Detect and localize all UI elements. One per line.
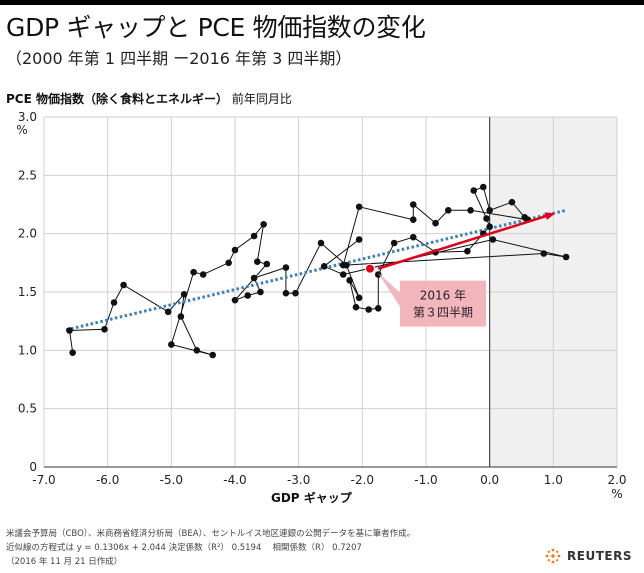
x-tick-label: -6.0 <box>96 473 119 487</box>
x-axis-label: GDP ギャップ <box>271 490 353 505</box>
data-point <box>409 216 417 223</box>
trend-line <box>65 208 567 332</box>
data-point <box>282 264 290 271</box>
data-point <box>374 305 382 312</box>
data-point <box>110 299 118 306</box>
data-point <box>409 233 417 241</box>
data-point <box>467 207 474 214</box>
data-point <box>346 277 353 284</box>
reuters-dots-icon <box>545 548 561 564</box>
series-label-bold: PCE 物価指数（除く食料とエネルギー） <box>6 92 228 106</box>
data-point <box>355 236 363 243</box>
highlight-point <box>364 263 375 274</box>
data-point <box>444 207 452 214</box>
y-tick-label: 2.5 <box>18 168 37 182</box>
annotation-line1: 2016 年 <box>420 289 466 303</box>
data-point <box>199 271 207 278</box>
data-point <box>190 268 197 276</box>
x-tick-label: 0.0 <box>480 473 499 487</box>
data-point <box>562 253 570 261</box>
x-tick-label: -2.0 <box>351 473 374 487</box>
x-tick-label: -1.0 <box>414 473 437 487</box>
data-point <box>540 250 548 257</box>
annotation-callout <box>377 272 486 327</box>
data-point <box>432 219 439 227</box>
data-point <box>464 247 471 255</box>
data-point <box>355 203 363 211</box>
data-point <box>320 263 328 270</box>
x-tick-label: -3.0 <box>287 473 310 487</box>
data-point <box>66 327 73 334</box>
data-point <box>177 313 185 320</box>
data-point <box>101 326 108 333</box>
reuters-logo-text: REUTERS <box>567 549 632 563</box>
trend-arrow <box>377 212 556 270</box>
data-point <box>231 296 239 304</box>
data-point <box>355 294 363 302</box>
data-point <box>374 271 382 278</box>
axes <box>44 117 617 468</box>
data-point <box>250 232 258 240</box>
x-tick-label: -7.0 <box>32 473 55 487</box>
x-tick-label: -4.0 <box>223 473 246 487</box>
data-point <box>409 201 417 208</box>
footer-line-date: （2016 年 11 月 21 日作成） <box>6 557 123 567</box>
data-point <box>164 308 172 316</box>
data-point <box>339 261 347 269</box>
y-tick-label: 0.5 <box>18 402 37 416</box>
data-point <box>480 183 487 191</box>
data-point <box>180 291 188 298</box>
page-subtitle: （2000 年第 1 四半期 ー2016 年第 3 四半期） <box>6 49 352 68</box>
series-label-rest: 前年同月比 <box>231 92 292 106</box>
x-tick-label: 1.0 <box>544 473 563 487</box>
data-point <box>257 288 264 296</box>
data-point <box>193 347 201 354</box>
data-point <box>508 198 516 206</box>
data-point <box>339 271 347 278</box>
data-point <box>390 239 398 247</box>
time-path-line <box>68 186 567 356</box>
data-point <box>365 306 373 313</box>
series-label: PCE 物価指数（除く食料とエネルギー） 前年同月比 <box>6 90 292 107</box>
x-unit-label: % <box>611 487 622 501</box>
y-tick-label: 2.0 <box>18 227 37 241</box>
data-point <box>317 239 325 247</box>
data-point <box>282 289 290 297</box>
data-point <box>244 292 252 299</box>
y-unit-label: % <box>16 123 27 137</box>
data-point <box>225 259 232 267</box>
x-tick-label: -5.0 <box>160 473 183 487</box>
y-tick-label: 0 <box>29 460 37 474</box>
annotation-line2: 第３四半期 <box>413 306 473 320</box>
data-point <box>260 221 267 228</box>
data-point <box>352 303 360 311</box>
data-point <box>486 207 493 214</box>
data-point <box>69 349 76 356</box>
data-point <box>263 260 271 268</box>
tick-labels: -7.0 -6.0 -5.0 -4.0 -3.0 -2.0 -1.0 0.0 1.0 2.0 0 0.… <box>18 110 627 487</box>
data-point <box>231 246 239 254</box>
y-tick-label: 1.0 <box>18 343 37 357</box>
footer-line-source: 米議会予算局（CBO）、米商務省経済分析局（BEA）、セントルイス地区連銀の公開… <box>6 529 416 539</box>
y-tick-label: 1.5 <box>18 285 37 299</box>
data-point <box>209 351 217 359</box>
data-point <box>489 236 497 243</box>
data-point <box>120 281 127 289</box>
top-bar <box>0 0 644 5</box>
data-point <box>253 258 261 265</box>
y-tick-label: 3.0 <box>18 110 37 124</box>
data-point <box>483 215 490 222</box>
footer-notes: 米議会予算局（CBO）、米商務省経済分析局（BEA）、セントルイス地区連銀の公開… <box>6 527 415 569</box>
data-point <box>168 341 175 348</box>
data-point <box>292 289 299 297</box>
reuters-logo: REUTERS <box>544 546 632 566</box>
data-point <box>486 223 493 230</box>
footer-line-equation: 近似線の方程式は y = 0.1306x + 2.044 決定係数（R²） 0.… <box>6 543 362 553</box>
page-title: GDP ギャップと PCE 物価指数の変化 <box>6 13 426 42</box>
data-point <box>250 274 258 282</box>
x-tick-label: 2.0 <box>607 473 626 487</box>
data-point <box>470 187 478 194</box>
